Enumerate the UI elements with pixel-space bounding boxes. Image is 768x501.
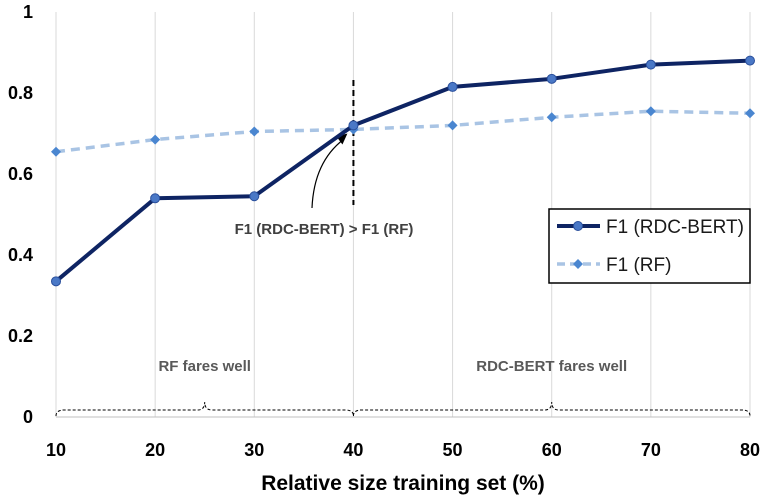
data-point [745, 55, 755, 66]
region-braces [55, 401, 751, 417]
region-label-rdc-bert-fares-well: RDC-BERT fares well [476, 358, 627, 375]
region-brace [352, 401, 751, 417]
data-point [150, 193, 161, 204]
x-tick-label: 50 [443, 440, 463, 460]
crossover-annotation: F1 (RDC-BERT) > F1 (RF) [235, 221, 414, 238]
y-tick-labels: 0 0.2 0.4 0.6 0.8 1 [8, 2, 33, 427]
data-point [745, 108, 755, 119]
y-tick-label: 0.2 [8, 326, 33, 346]
data-point [249, 191, 260, 202]
x-tick-label: 60 [542, 440, 562, 460]
x-tick-label: 70 [641, 440, 661, 460]
data-point [51, 146, 61, 157]
y-tick-label: 0.4 [8, 245, 33, 265]
data-point [645, 106, 656, 117]
series-line-f1-rdc-bert [54, 58, 751, 283]
data-point [150, 134, 161, 145]
legend-box [548, 208, 751, 284]
region-label-rf-fares-well: RF fares well [158, 358, 251, 375]
data-point [249, 126, 260, 137]
data-point [447, 120, 458, 131]
series-line-f1-rf [55, 109, 751, 154]
legend-label-rf: F1 (RF) [606, 255, 671, 276]
x-tick-labels: 10 20 30 40 50 60 70 80 [46, 440, 760, 460]
data-point [348, 120, 359, 131]
legend-label-rdc-bert: F1 (RDC-BERT) [606, 217, 744, 238]
x-tick-label: 80 [740, 440, 760, 460]
region-brace [55, 401, 354, 417]
data-point [546, 73, 557, 84]
x-tick-label: 10 [46, 440, 66, 460]
data-point [546, 112, 557, 123]
y-tick-label: 0.6 [8, 164, 33, 184]
series-f1-rdc-bert [51, 55, 755, 287]
legend-marker-rf [573, 259, 583, 269]
data-point [447, 81, 458, 92]
data-point [51, 276, 61, 287]
data-point [645, 59, 656, 70]
x-tick-label: 20 [145, 440, 165, 460]
x-axis-title: Relative size training set (%) [261, 472, 545, 495]
legend: F1 (RDC-BERT) F1 (RF) [548, 208, 751, 284]
annotation-arrow [311, 139, 344, 209]
legend-marker-rdc-bert [573, 221, 583, 231]
x-tick-label: 40 [343, 440, 363, 460]
y-tick-label: 1 [23, 2, 33, 22]
y-tick-label: 0.8 [8, 83, 33, 103]
series-f1-rf [51, 106, 755, 157]
region-labels: RF fares well RDC-BERT fares well [158, 358, 627, 375]
series [51, 55, 755, 287]
x-tick-label: 30 [244, 440, 264, 460]
y-tick-label: 0 [23, 407, 33, 427]
